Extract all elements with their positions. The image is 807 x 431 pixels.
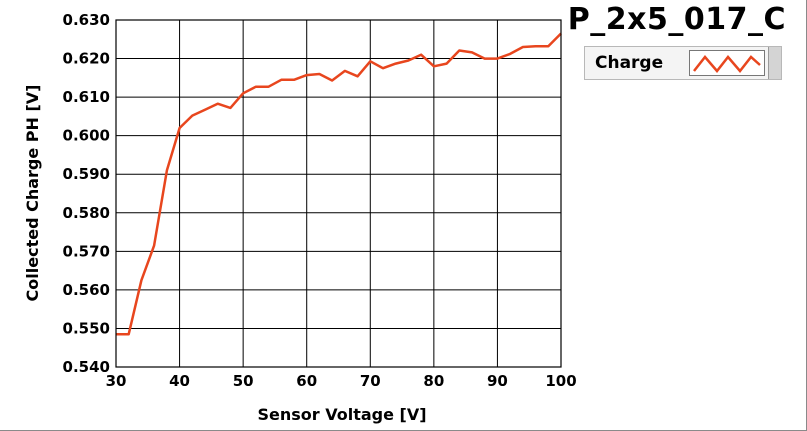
legend-label-charge: Charge [595,53,664,73]
x-tick-label: 60 [296,372,317,390]
y-tick-label: 0.600 [63,127,110,145]
y-tick-label: 0.620 [63,50,110,68]
x-tick-label: 40 [169,372,190,390]
y-tick-label: 0.630 [63,11,110,29]
y-tick-label: 0.550 [63,319,110,337]
legend-swatch-charge[interactable] [689,50,765,76]
x-axis-label: Sensor Voltage [V] [257,405,426,424]
y-tick-label: 0.560 [63,281,110,299]
legend[interactable]: Charge [584,46,782,80]
x-tick-label: 80 [423,372,444,390]
y-tick-label: 0.570 [63,242,110,260]
x-tick-label: 90 [487,372,508,390]
y-tick-label: 0.610 [63,88,110,106]
plot-frame [115,19,562,368]
x-tick-label: 30 [106,372,127,390]
y-tick-label: 0.580 [63,204,110,222]
chart-title: P_2x5_017_C [567,2,786,37]
legend-line-icon [693,55,761,73]
x-tick-label: 50 [233,372,254,390]
y-axis-label: Collected Charge PH [V] [23,85,42,302]
legend-scrollbar[interactable] [768,47,781,79]
series-line-charge [116,32,562,336]
y-tick-label: 0.590 [63,165,110,183]
x-tick-label: 70 [360,372,381,390]
y-tick-label: 0.540 [63,358,110,376]
x-tick-label: 100 [545,372,576,390]
plot-area [116,20,561,367]
